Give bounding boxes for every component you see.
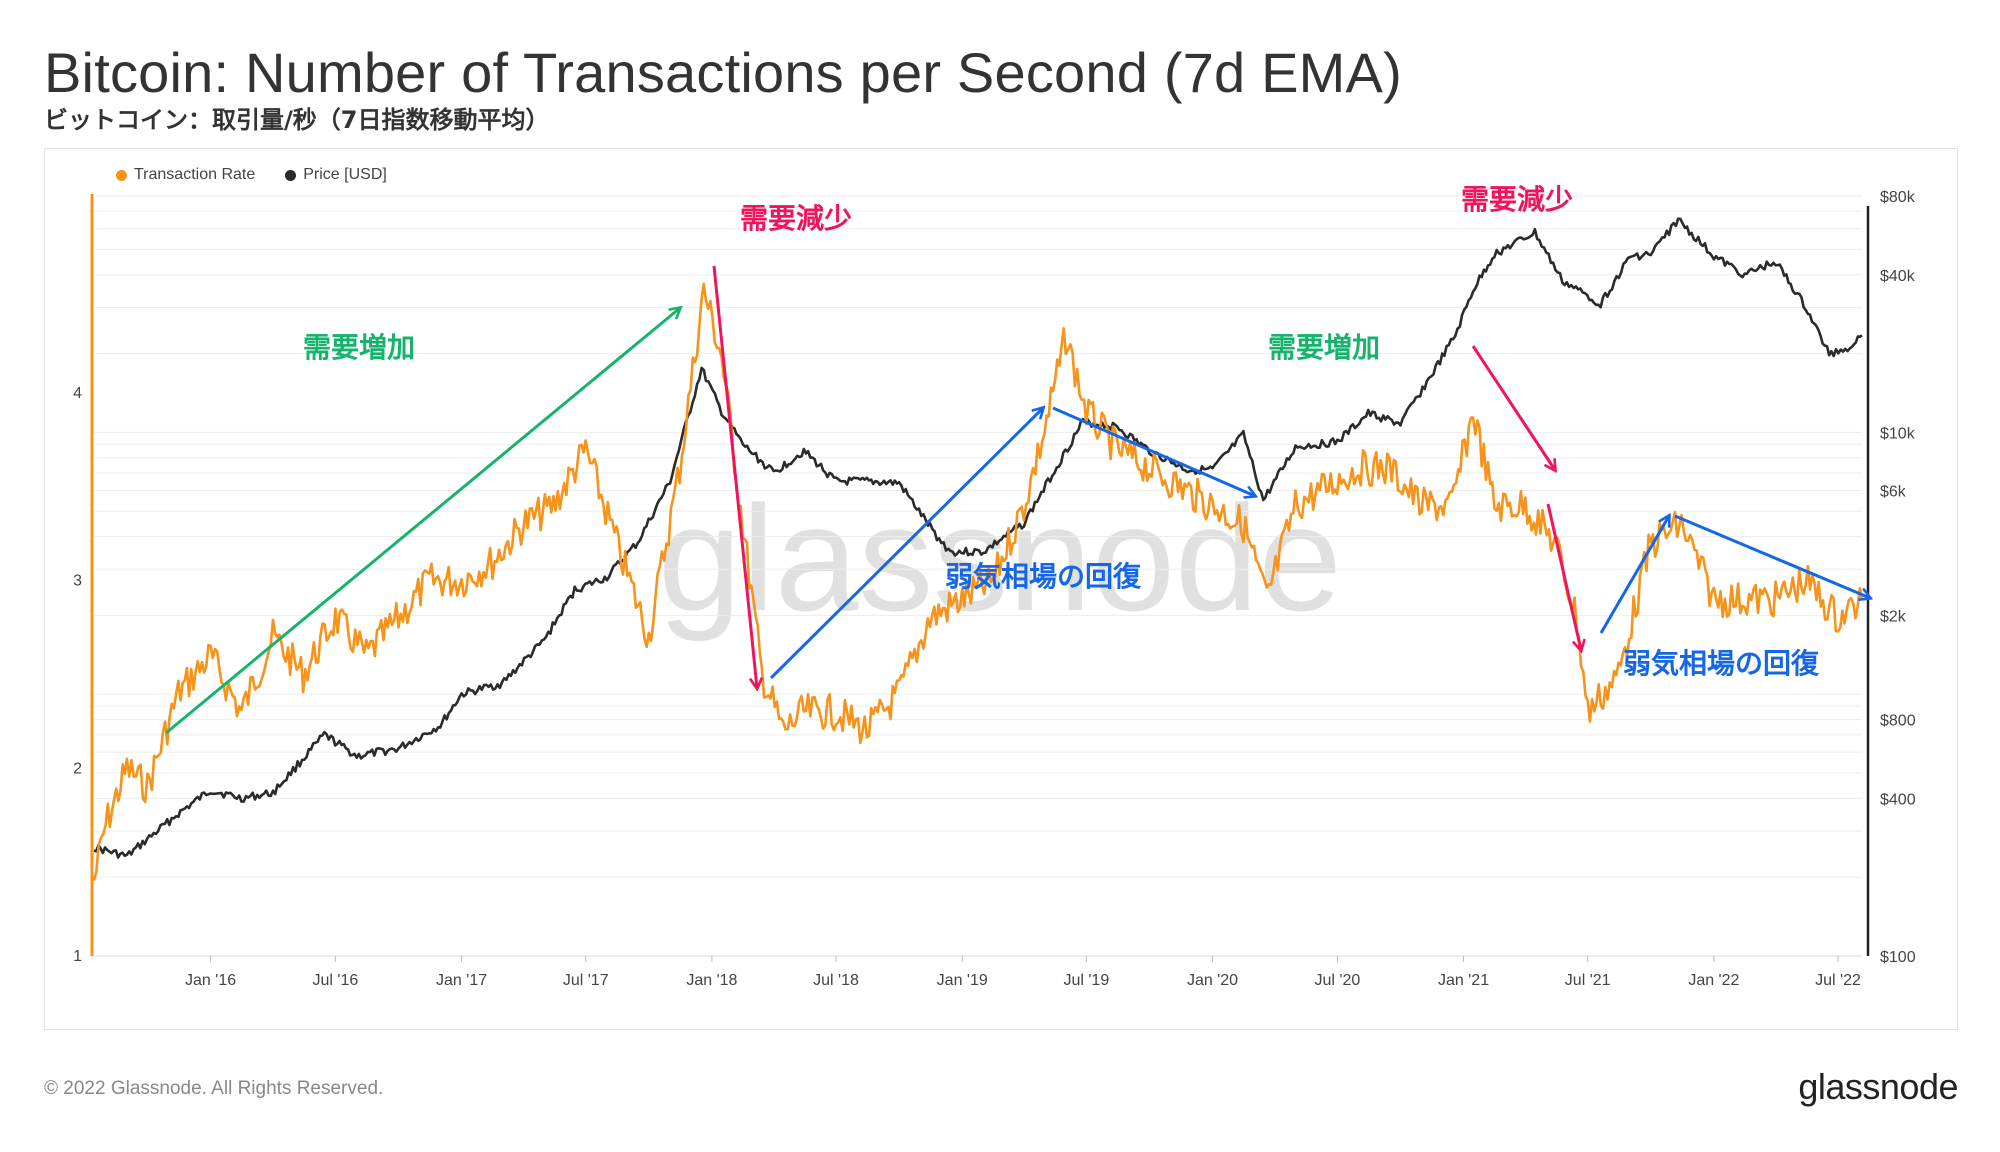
annotation-arrow-green	[165, 308, 680, 735]
x-tick-label: Jul '19	[1063, 972, 1109, 989]
annotation-arrow-pink	[712, 265, 757, 688]
chart-title: Bitcoin: Number of Transactions per Seco…	[44, 41, 1402, 104]
right-tick-label: $10k	[1880, 425, 1916, 442]
annotation-arrow-blue	[1052, 406, 1255, 496]
chart-frame	[44, 148, 1958, 1030]
watermark: glassnode	[658, 474, 1342, 642]
x-tick-label: Jul '16	[313, 972, 359, 989]
chart-legend: Transaction Rate Price [USD]	[116, 166, 387, 184]
x-tick-label: Jan '17	[436, 972, 487, 989]
legend-swatch-price	[285, 169, 297, 181]
annotation-label: 需要増加	[1268, 331, 1380, 364]
x-tick-label: Jul '18	[813, 972, 859, 989]
x-tick-label: Jan '22	[1688, 972, 1739, 989]
x-tick-label: Jan '20	[1187, 972, 1238, 989]
right-tick-label: $100	[1880, 949, 1916, 966]
price-series-line	[93, 217, 1863, 859]
x-tick-label: Jan '21	[1438, 972, 1489, 989]
annotation-arrow-blue	[1674, 514, 1870, 598]
right-tick-label: $80k	[1880, 189, 1916, 206]
x-tick-label: Jul '21	[1565, 972, 1611, 989]
legend-swatch-transaction-rate	[116, 169, 127, 181]
legend-item-transaction-rate[interactable]: Transaction Rate	[116, 166, 255, 184]
x-tick-label: Jan '19	[937, 972, 988, 989]
x-tick-label: Jan '18	[686, 972, 737, 989]
annotation-label: 弱気相場の回復	[945, 560, 1142, 593]
right-tick-label: $2k	[1880, 608, 1907, 625]
series	[92, 217, 1864, 881]
left-tick-label: 1	[73, 948, 82, 965]
annotation-arrow-pink	[1471, 345, 1555, 470]
legend-item-price[interactable]: Price [USD]	[285, 166, 387, 184]
right-tick-label: $40k	[1880, 268, 1916, 285]
annotation-arrow-blue	[1599, 516, 1669, 634]
right-tick-label: $400	[1880, 791, 1916, 808]
right-tick-label: $800	[1880, 713, 1916, 730]
legend-label: Transaction Rate	[134, 166, 256, 183]
right-tick-label: $6k	[1880, 483, 1907, 500]
annotation-label: 弱気相場の回復	[1623, 647, 1820, 680]
axes: 1 2 3 4 $100 $400 $800 $2k $6k $10k $40k $80k Jan '1…	[73, 189, 1916, 989]
annotation-label: 需要増加	[303, 331, 415, 364]
copyright-text: © 2022 Glassnode. All Rights Reserved.	[44, 1078, 384, 1099]
annotation-arrow-blue	[769, 408, 1043, 680]
chart-subtitle: ビットコイン：取引量/秒（7日指数移動平均）	[44, 106, 550, 134]
glassnode-logo[interactable]: glassnode	[1798, 1066, 1958, 1107]
left-tick-label: 4	[73, 385, 82, 402]
annotation-arrow-pink	[1546, 503, 1581, 650]
annotation-label: 需要減少	[1461, 183, 1573, 216]
x-tick-label: Jul '17	[563, 972, 609, 989]
left-tick-label: 2	[73, 760, 82, 777]
left-tick-label: 3	[73, 573, 82, 590]
annotation-label: 需要減少	[740, 202, 852, 235]
x-tick-label: Jul '22	[1815, 972, 1861, 989]
x-tick-label: Jan '16	[185, 972, 236, 989]
legend-label: Price [USD]	[303, 166, 387, 183]
x-tick-label: Jul '20	[1314, 972, 1360, 989]
